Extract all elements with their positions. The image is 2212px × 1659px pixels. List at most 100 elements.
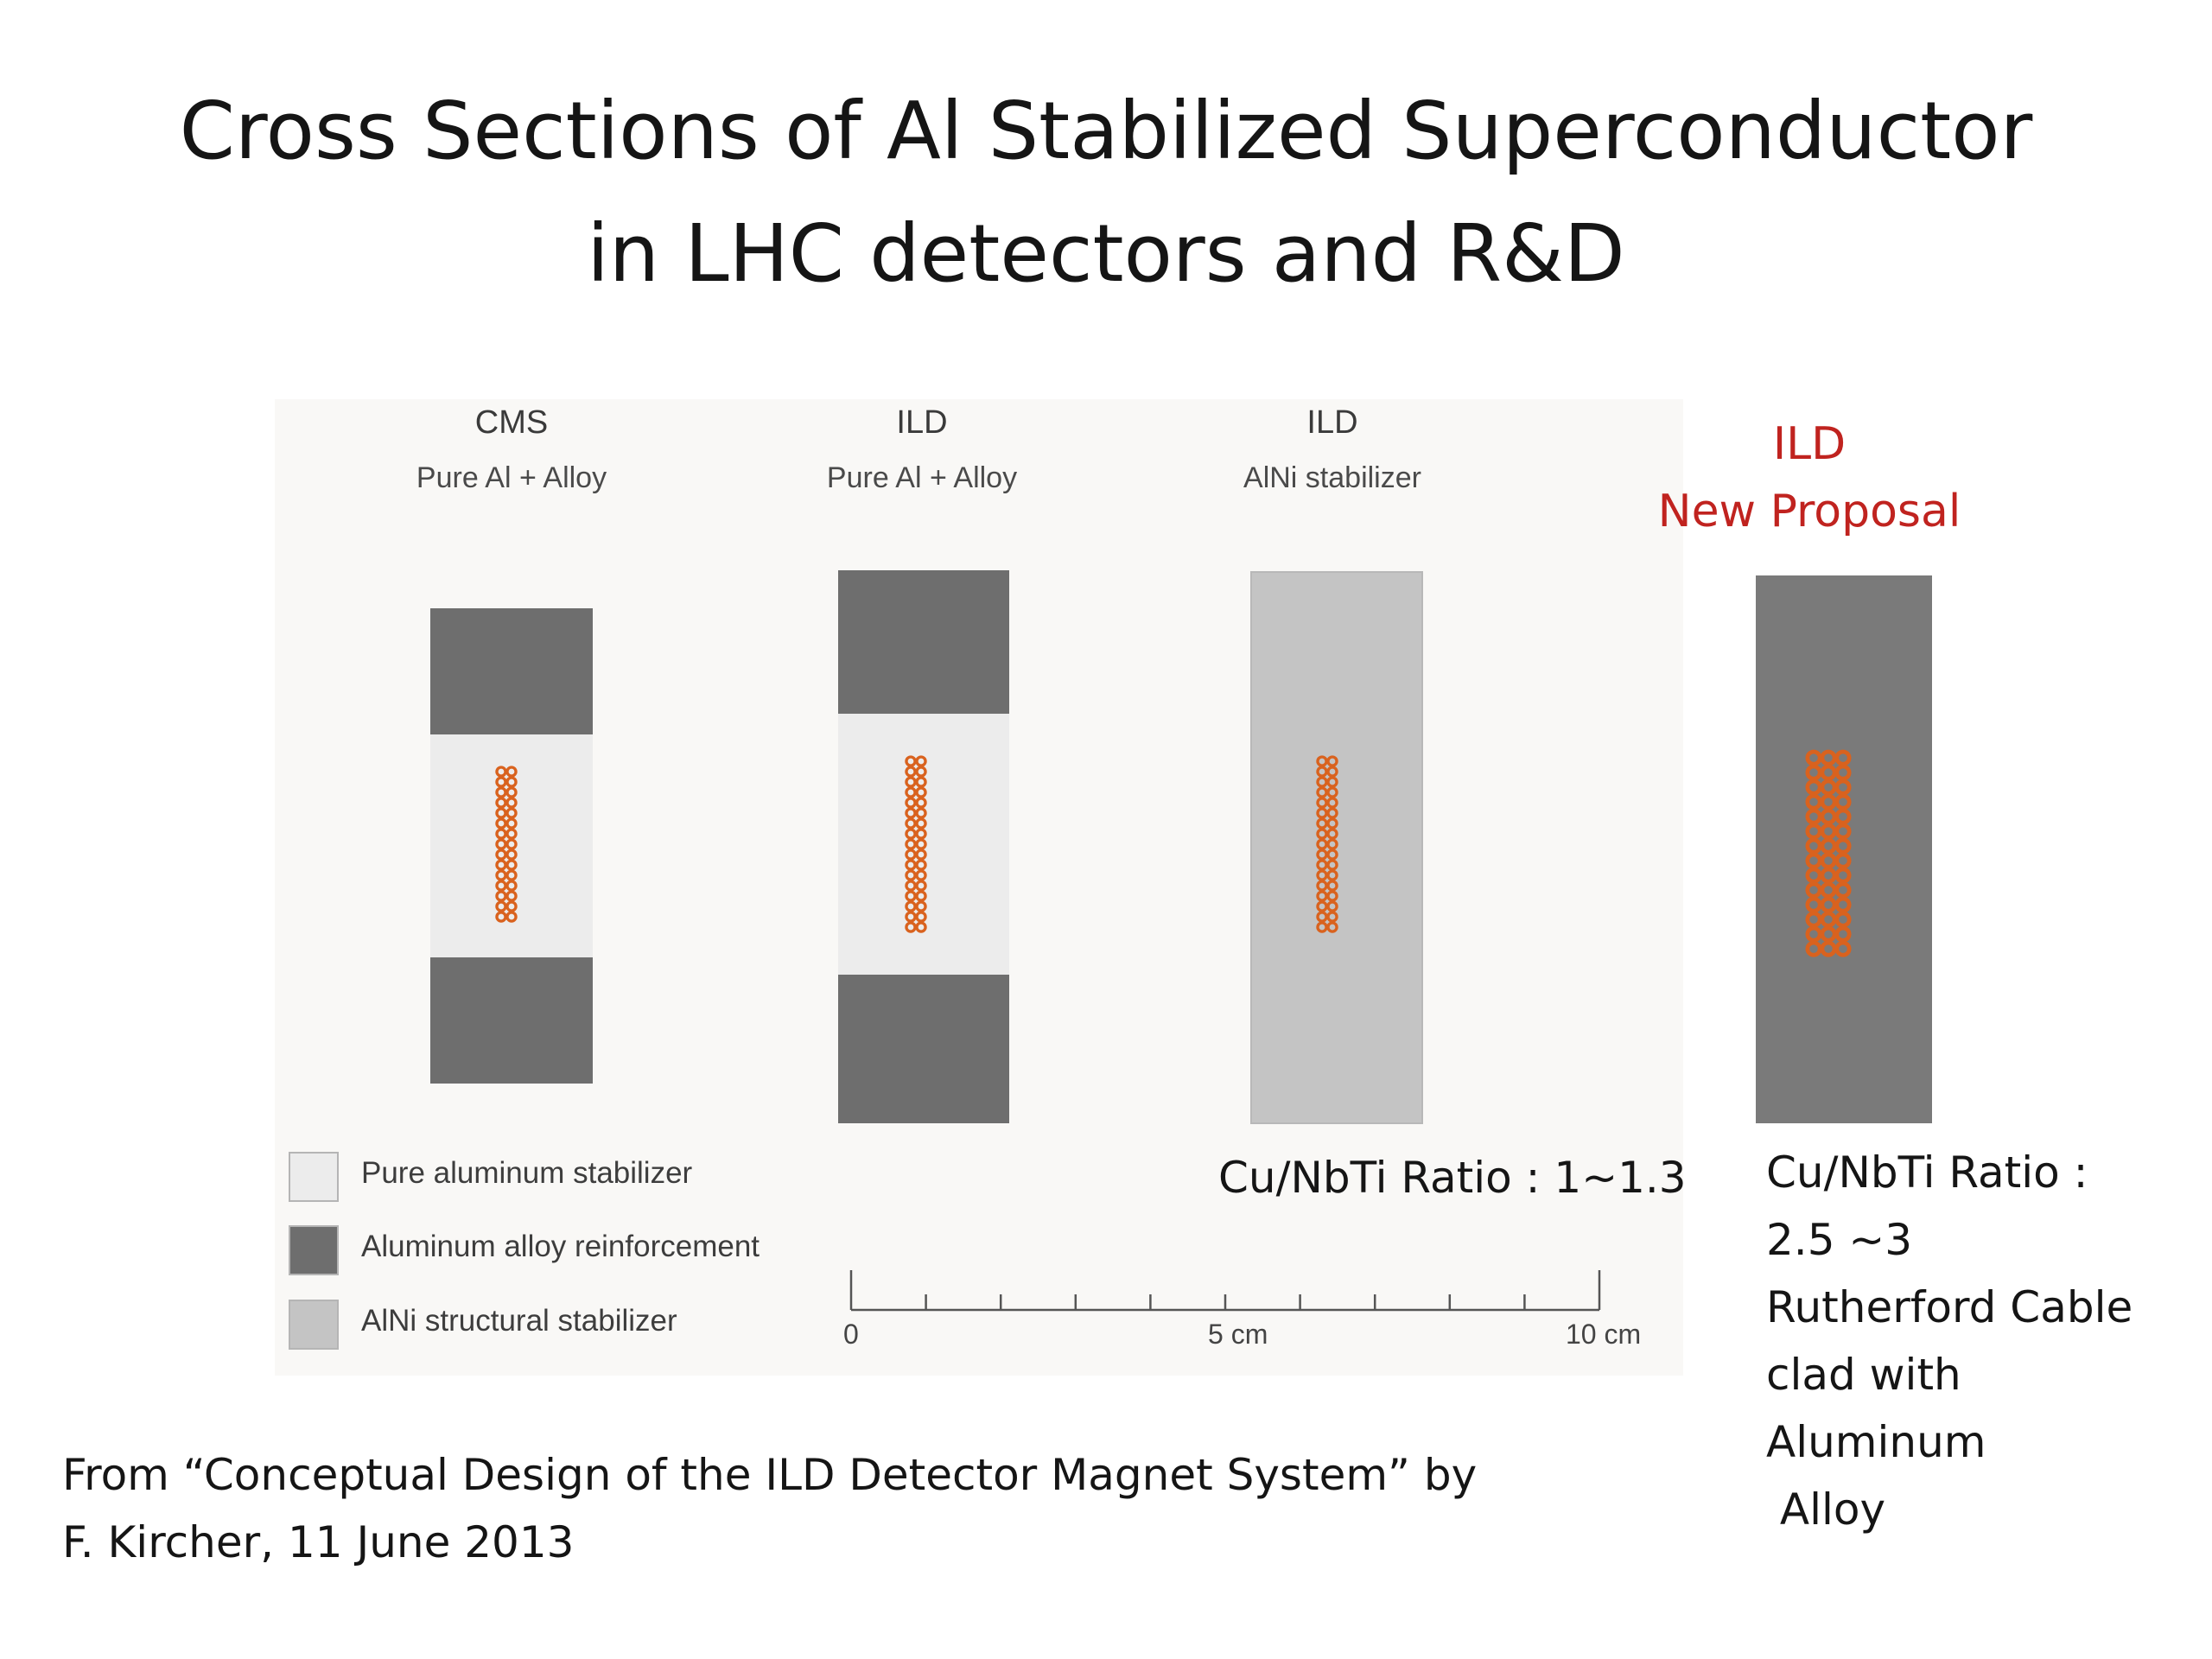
- strand: [1316, 849, 1328, 861]
- scale-label-10cm: 10 cm: [1566, 1319, 1642, 1350]
- strand: [1805, 881, 1822, 899]
- strand: [905, 880, 917, 892]
- strand: [905, 766, 917, 778]
- strand: [1805, 852, 1822, 869]
- strand: [915, 880, 927, 892]
- strand: [1326, 869, 1338, 881]
- cms-strand-array: [495, 766, 518, 923]
- strand: [495, 849, 507, 861]
- proposal-note-4: clad with: [1766, 1350, 1961, 1400]
- scale-label-5cm: 5 cm: [1208, 1319, 1268, 1350]
- strand: [1316, 838, 1328, 850]
- ild-alni-outline: [1250, 571, 1423, 1124]
- strand: [1316, 817, 1328, 830]
- strand: [905, 786, 917, 798]
- strand: [1326, 921, 1338, 933]
- strand: [1820, 940, 1837, 957]
- strand: [505, 869, 518, 881]
- strand: [1820, 911, 1837, 928]
- strand: [495, 776, 507, 788]
- strand: [505, 797, 518, 809]
- strand: [495, 828, 507, 840]
- strand: [915, 890, 927, 902]
- strand: [1820, 793, 1837, 810]
- strand: [915, 786, 927, 798]
- strand: [1326, 859, 1338, 871]
- strand: [495, 869, 507, 881]
- strand: [1326, 900, 1338, 912]
- strand: [1316, 869, 1328, 881]
- strand: [505, 838, 518, 850]
- strand: [1326, 838, 1338, 850]
- strand: [1805, 837, 1822, 855]
- strand: [495, 797, 507, 809]
- strand: [1820, 808, 1837, 825]
- strand: [915, 900, 927, 912]
- ild-alni-strand-array: [1316, 755, 1338, 933]
- strand: [505, 766, 518, 778]
- strand: [1326, 755, 1338, 767]
- slide-title-line-1: Cross Sections of Al Stabilized Supercon…: [179, 85, 2033, 177]
- proposal-note-2: 2.5 ~3: [1766, 1215, 1913, 1265]
- strand: [505, 859, 518, 871]
- strand: [1834, 837, 1852, 855]
- strand: [905, 776, 917, 788]
- strand: [915, 766, 927, 778]
- strand: [1316, 921, 1328, 933]
- strand: [915, 828, 927, 840]
- strand: [905, 755, 917, 767]
- ild-pure-subheading: Pure Al + Alloy: [826, 461, 1018, 494]
- strand: [505, 849, 518, 861]
- strand: [1805, 911, 1822, 928]
- strand: [1834, 925, 1852, 943]
- strand: [495, 817, 507, 830]
- strand: [1326, 776, 1338, 788]
- strand: [1805, 823, 1822, 840]
- strand: [905, 859, 917, 871]
- strand: [1834, 749, 1852, 766]
- strand: [1326, 797, 1338, 809]
- new-proposal-block: [1756, 575, 1932, 1123]
- strand: [505, 880, 518, 892]
- strand: [905, 807, 917, 819]
- strand: [1820, 896, 1837, 913]
- strand: [495, 807, 507, 819]
- ild-pure-strand-array: [905, 755, 927, 933]
- strand: [1834, 940, 1852, 957]
- strand: [1326, 890, 1338, 902]
- legend-swatch-aluminum-alloy: [289, 1225, 339, 1275]
- scale-bar: [849, 1270, 1601, 1312]
- strand: [505, 817, 518, 830]
- strand: [1316, 911, 1328, 923]
- strand: [1316, 880, 1328, 892]
- legend-swatch-pure-aluminum: [289, 1152, 339, 1202]
- strand: [915, 911, 927, 923]
- strand: [1316, 776, 1328, 788]
- strand: [905, 849, 917, 861]
- source-citation-line-1: From “Conceptual Design of the ILD Detec…: [62, 1450, 1478, 1500]
- strand: [1834, 852, 1852, 869]
- strand: [905, 817, 917, 830]
- strand: [915, 921, 927, 933]
- ild-pure-alloy-bottom: [838, 975, 1009, 1123]
- strand: [1820, 837, 1837, 855]
- ild-alni-heading: ILD: [1306, 404, 1358, 441]
- strand: [505, 911, 518, 923]
- strand: [1326, 786, 1338, 798]
- legend-label-pure-aluminum: Pure aluminum stabilizer: [361, 1156, 693, 1190]
- cms-heading: CMS: [474, 404, 549, 441]
- cms-alloy-bottom: [430, 957, 593, 1084]
- strand: [1316, 766, 1328, 778]
- strand: [1834, 881, 1852, 899]
- cms-alloy-top: [430, 608, 593, 734]
- strand: [915, 838, 927, 850]
- strand: [1820, 867, 1837, 884]
- strand: [905, 911, 917, 923]
- strand: [505, 900, 518, 912]
- strand: [915, 776, 927, 788]
- scale-bar-ticks: [849, 1270, 1601, 1310]
- strand: [1316, 807, 1328, 819]
- proposal-note-1: Cu/NbTi Ratio :: [1766, 1147, 2088, 1198]
- strand: [1316, 797, 1328, 809]
- strand: [495, 900, 507, 912]
